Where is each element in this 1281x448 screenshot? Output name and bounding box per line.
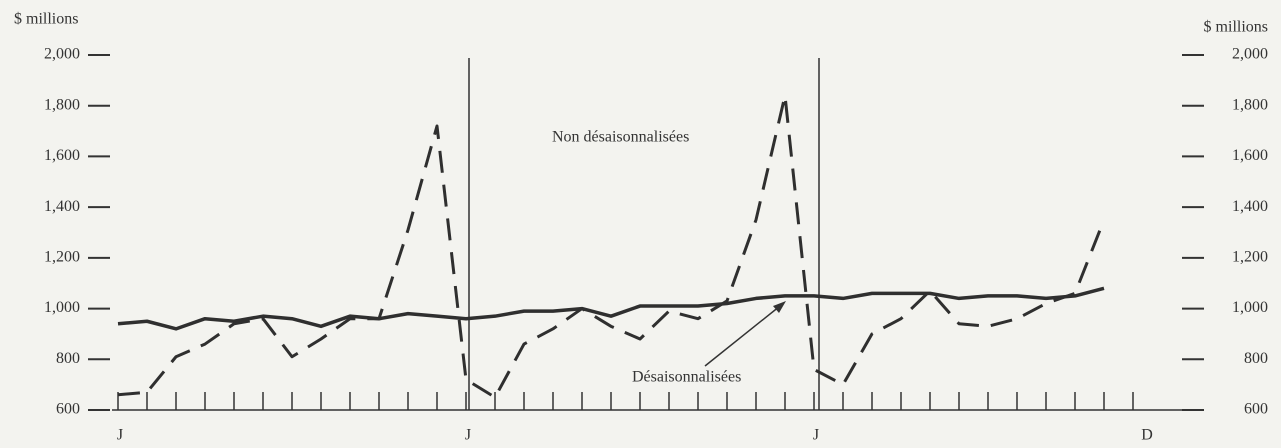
arrow [704,305,781,367]
y-tick-label: 800 [56,350,80,367]
y2-tick-label: 1,000 [1232,299,1268,316]
y-tick-label: 1,200 [44,249,80,266]
y2-tick-label: 1,600 [1232,147,1268,164]
annotation: Désaisonnalisées [632,369,741,386]
y2-tick-label: 1,400 [1232,198,1268,215]
x-tick-label: J [465,427,471,444]
y-tick-label: 2,000 [44,46,80,63]
x-tick-label: J [813,427,819,444]
y2-tick-label: 1,200 [1232,249,1268,266]
y-axis-label: $ millions [14,11,78,28]
dashed-line [117,94,1106,399]
y-tick-label: 1,000 [44,299,80,316]
y2-tick-label: 1,800 [1232,96,1268,113]
annotation: Non désaisonnalisées [552,129,689,146]
y2-tick-label: 600 [1244,401,1268,418]
x-tick-label: J [117,427,123,444]
y-tick-label: 1,400 [44,198,80,215]
y-tick-label: 1,600 [44,147,80,164]
y2-tick-label: 2,000 [1232,46,1268,63]
x-tick-label: D [1141,427,1153,444]
y-tick-label: 600 [56,401,80,418]
y2-tick-label: 800 [1244,350,1268,367]
solid-line [117,286,1105,331]
y-tick-label: 1,800 [44,96,80,113]
arrow-head [773,301,786,313]
y2-axis-label: $ millions [1204,19,1268,36]
